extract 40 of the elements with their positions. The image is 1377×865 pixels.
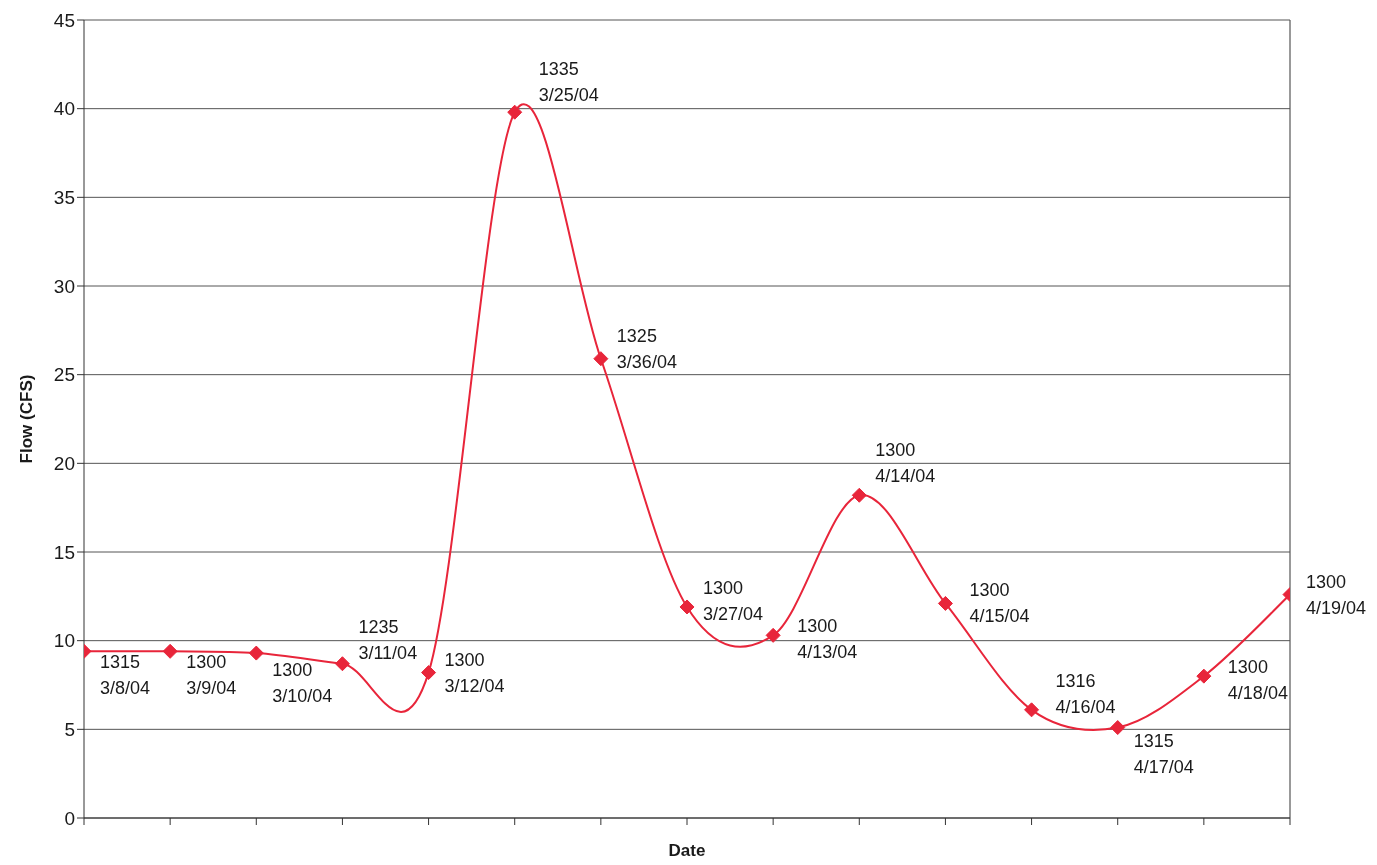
annotation: 1315 3/8/04 bbox=[100, 652, 151, 699]
annotation: 1300 3/9/04 bbox=[186, 652, 237, 699]
point bbox=[851, 487, 867, 503]
point bbox=[593, 351, 609, 367]
annotation: 1300 3/12/04 bbox=[444, 649, 505, 696]
annotation: 1335 3/25/04 bbox=[538, 59, 599, 106]
annotation: 1300 3/27/04 bbox=[703, 577, 764, 624]
point bbox=[1024, 702, 1040, 718]
annotation: 1300 4/13/04 bbox=[797, 616, 858, 663]
annotation: 1316 4/16/04 bbox=[1055, 670, 1116, 717]
y-tick-label: 45 bbox=[53, 9, 75, 31]
text: 1300 4/19/04 bbox=[1306, 571, 1367, 618]
point bbox=[937, 595, 953, 611]
point bbox=[1196, 668, 1212, 684]
annotation: 1325 3/36/04 bbox=[616, 325, 677, 372]
annotation: 1300 4/14/04 bbox=[875, 440, 936, 487]
point bbox=[507, 104, 523, 120]
y-tick-label: 10 bbox=[53, 630, 75, 652]
annotation: 1300 4/18/04 bbox=[1227, 657, 1288, 704]
x-axis-title: Date bbox=[668, 841, 706, 860]
annotation: 1235 3/11/04 bbox=[358, 616, 418, 663]
point bbox=[765, 627, 781, 643]
y-tick-label: 0 bbox=[64, 807, 75, 829]
y-tick-label: 5 bbox=[64, 719, 75, 741]
point bbox=[334, 656, 350, 672]
point bbox=[679, 599, 695, 615]
y-tick-label: 35 bbox=[53, 187, 75, 209]
point bbox=[1110, 720, 1126, 736]
point bbox=[248, 645, 264, 661]
point bbox=[162, 643, 178, 659]
y-tick-label: 30 bbox=[53, 275, 75, 297]
annotation: 1315 4/17/04 bbox=[1133, 730, 1194, 777]
y-tick-label: 40 bbox=[53, 98, 75, 120]
y-tick-label: 25 bbox=[53, 364, 75, 386]
annotation: 1300 3/10/04 bbox=[272, 660, 333, 707]
point bbox=[421, 665, 437, 681]
y-axis-title: Flow (CFS) bbox=[16, 374, 36, 464]
annotation: 1300 4/15/04 bbox=[969, 580, 1030, 627]
y-tick-label: 20 bbox=[53, 453, 75, 475]
y-tick-label: 15 bbox=[53, 541, 75, 563]
